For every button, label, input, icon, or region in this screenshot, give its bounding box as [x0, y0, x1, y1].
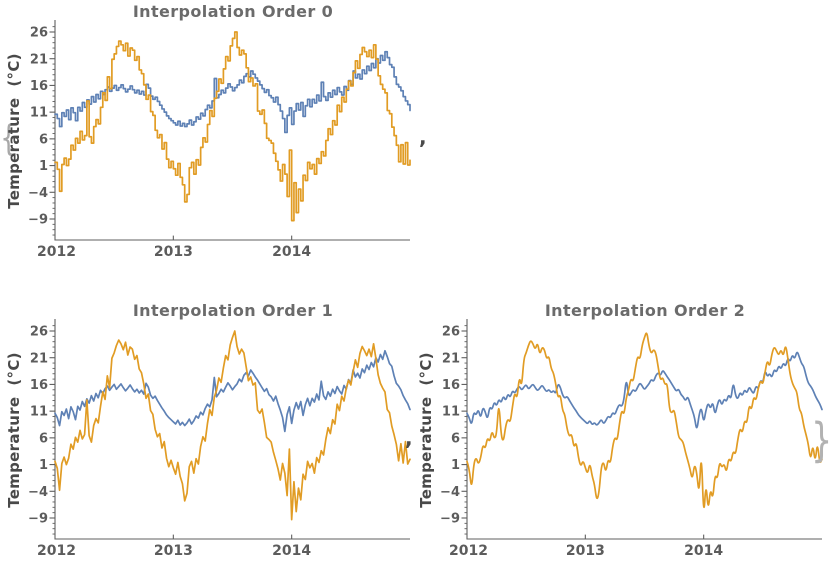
- y-tick-label: 21: [30, 52, 48, 67]
- x-tick-label: 2013: [154, 543, 193, 559]
- chart-panel-order-1: 26 21 16 11 6 1 −4 −9 2012 2013 2014 Interpolation…: [0, 299, 420, 561]
- list-close-brace: }: [811, 417, 830, 463]
- y-tick-label: −9: [28, 213, 48, 228]
- y-tick-label: 6: [39, 431, 48, 446]
- chart-title-order-0: Interpolation Order 0: [132, 2, 334, 21]
- axes-lines: [466, 319, 822, 540]
- x-tick-label: 2012: [37, 244, 76, 260]
- y-tick-label: 26: [30, 26, 48, 41]
- y-tick-label: 11: [442, 405, 460, 420]
- y-tick-label: 21: [442, 351, 460, 366]
- chart-panel-order-0: 26 21 16 11 6 1 −4 −9 2012 2013 2014 Interpolation…: [0, 0, 420, 262]
- y-axis-label: Temperature (°C): [5, 53, 23, 209]
- y-tick-label: −4: [28, 485, 48, 500]
- y-tick-label: 16: [30, 79, 48, 94]
- series-1-blue-line: [54, 50, 411, 134]
- x-tick-label: 2014: [272, 244, 311, 260]
- x-tick-label: 2014: [684, 543, 723, 559]
- y-tick-label: 1: [451, 458, 460, 473]
- y-tick-label: 21: [30, 351, 48, 366]
- list-separator-comma: ,: [419, 125, 427, 149]
- y-tick-label: 1: [39, 159, 48, 174]
- plot-series-group: [54, 330, 411, 521]
- x-tick-label: 2013: [566, 543, 605, 559]
- series-2-orange-line: [54, 31, 411, 222]
- y-tick-label: −4: [28, 186, 48, 201]
- y-tick-label: 11: [30, 106, 48, 121]
- axes-lines: [54, 319, 410, 540]
- y-tick-label: 26: [30, 325, 48, 340]
- y-axis-label: Temperature (°C): [417, 352, 435, 508]
- y-tick-label: −9: [28, 512, 48, 527]
- chart-order-1-canvas: 26 21 16 11 6 1 −4 −9 2012 2013 2014: [28, 319, 411, 559]
- y-tick-label: 16: [442, 378, 460, 393]
- chart-title-order-1: Interpolation Order 1: [132, 301, 334, 320]
- list-separator-comma: ,: [405, 426, 413, 450]
- y-tick-label: 16: [30, 378, 48, 393]
- x-tick-label: 2012: [37, 543, 76, 559]
- y-tick-label: −9: [440, 512, 460, 527]
- chart-order-0-canvas: 26 21 16 11 6 1 −4 −9 2012 2013 2014: [28, 20, 411, 260]
- chart-title-order-2: Interpolation Order 2: [544, 301, 746, 320]
- list-open-brace: {: [0, 118, 17, 159]
- y-tick-label: 1: [39, 458, 48, 473]
- y-tick-label: −4: [440, 485, 460, 500]
- plot-series-group: [54, 31, 411, 222]
- y-tick-label: 26: [442, 325, 460, 340]
- y-axis-label: Temperature (°C): [5, 352, 23, 508]
- x-tick-label: 2013: [154, 244, 193, 260]
- x-tick-label: 2014: [272, 543, 311, 559]
- y-tick-label: 6: [39, 132, 48, 147]
- plot-series-group: [466, 332, 823, 509]
- axes-lines: [54, 20, 410, 241]
- series-2-orange-line: [466, 332, 823, 509]
- y-tick-label: 11: [30, 405, 48, 420]
- chart-order-2-canvas: 26 21 16 11 6 1 −4 −9 2012 2013 2014: [440, 319, 823, 559]
- y-tick-label: 6: [451, 431, 460, 446]
- x-tick-label: 2012: [449, 543, 488, 559]
- series-2-orange-line: [54, 330, 411, 521]
- chart-panel-order-2: 26 21 16 11 6 1 −4 −9 2012 2013 2014 Interpolation…: [412, 299, 830, 561]
